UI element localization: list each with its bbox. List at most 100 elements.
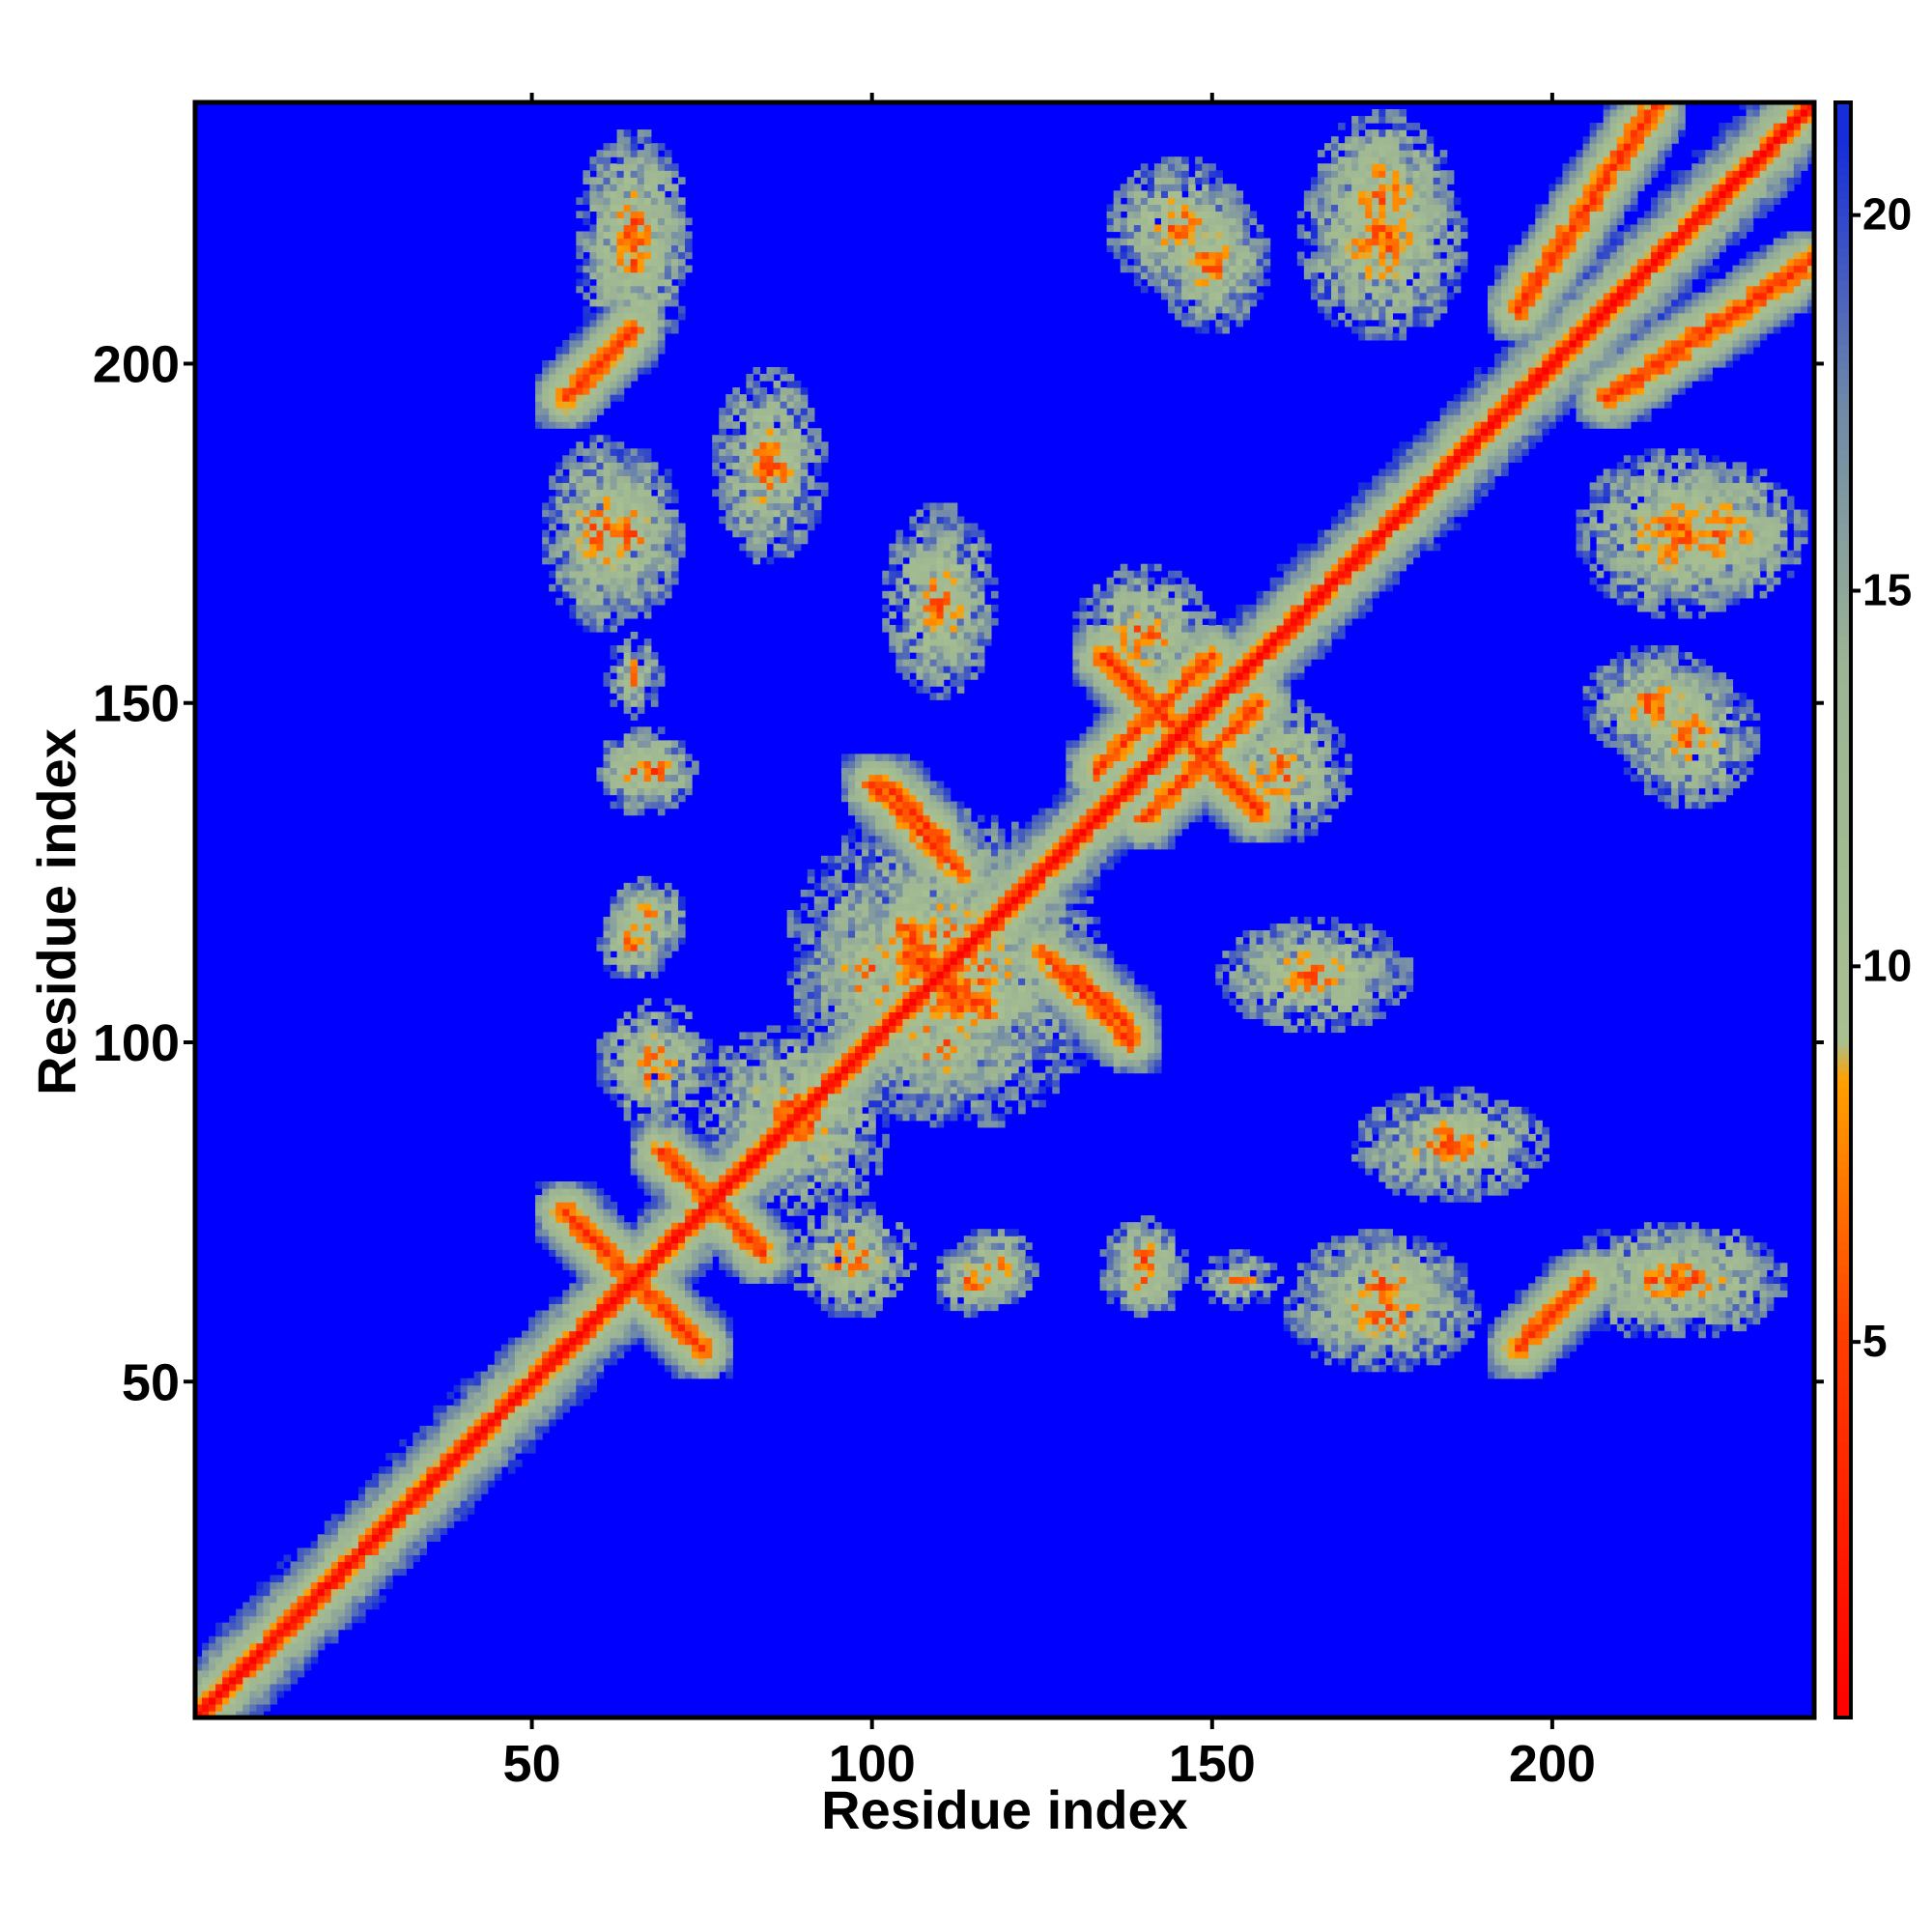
heatmap-cell (753, 1222, 761, 1230)
heatmap-cell (698, 1160, 706, 1169)
heatmap-cell (820, 1059, 829, 1067)
heatmap-cell (637, 136, 645, 144)
heatmap-cell (834, 1242, 842, 1250)
heatmap-cell (643, 305, 652, 314)
heatmap-cell (685, 1310, 693, 1319)
heatmap-cell (610, 387, 618, 395)
heatmap-cell (855, 1215, 863, 1223)
heatmap-cell (542, 1317, 550, 1325)
heatmap-cell (868, 957, 876, 965)
heatmap-cell (630, 937, 639, 945)
heatmap-cell (610, 1242, 618, 1250)
heatmap-cell (670, 1120, 679, 1128)
heatmap-cell (603, 1283, 611, 1292)
heatmap-cell (875, 991, 883, 999)
heatmap-cell (848, 1195, 856, 1203)
heatmap-cell (576, 577, 583, 585)
heatmap-cell (807, 957, 815, 965)
heatmap-cell (705, 1215, 713, 1223)
heatmap-cell (535, 1181, 543, 1189)
heatmap-cell (616, 197, 625, 205)
heatmap-cell (610, 359, 618, 368)
heatmap-cell (643, 1249, 652, 1257)
heatmap-cell (875, 944, 883, 952)
heatmap-cell (555, 1310, 563, 1319)
heatmap-cell (719, 489, 726, 497)
heatmap-cell (582, 1296, 591, 1305)
heatmap-cell (807, 496, 815, 504)
heatmap-cell (834, 951, 842, 958)
heatmap-cell (657, 1106, 666, 1115)
heatmap-cell (670, 326, 679, 334)
heatmap-cell (834, 1269, 842, 1277)
heatmap-cell (576, 1317, 583, 1325)
heatmap-cell (719, 1215, 726, 1223)
heatmap-cell (616, 666, 625, 673)
heatmap-cell (514, 1391, 523, 1400)
heatmap-cell (562, 1242, 570, 1250)
heatmap-cell (746, 543, 754, 552)
heatmap-cell (610, 1229, 618, 1236)
heatmap-cell (623, 1099, 632, 1108)
heatmap-cell (732, 1153, 740, 1162)
heatmap-cell (610, 1045, 618, 1054)
heatmap-cell (692, 1310, 699, 1319)
heatmap-cell (820, 482, 829, 491)
heatmap-cell (753, 1208, 761, 1216)
heatmap-cell (827, 1147, 836, 1155)
heatmap-cell (589, 271, 598, 280)
heatmap-cell (535, 1229, 543, 1236)
heatmap-cell (637, 271, 645, 280)
heatmap-cell (773, 1242, 781, 1250)
heatmap-cell (330, 1520, 339, 1528)
heatmap-cell (712, 1181, 720, 1189)
heatmap-cell (889, 1236, 896, 1243)
heatmap-cell (732, 1065, 740, 1074)
heatmap-cell (630, 1133, 639, 1142)
heatmap-cell (657, 1256, 666, 1264)
heatmap-cell (256, 1629, 265, 1637)
heatmap-cell (270, 1669, 278, 1678)
heatmap-cell (542, 556, 550, 565)
heatmap-cell (827, 1079, 836, 1088)
heatmap-cell (834, 1072, 842, 1081)
heatmap-cell (630, 902, 639, 911)
heatmap-cell (882, 1263, 890, 1270)
heatmap-cell (535, 1236, 543, 1243)
heatmap-cell (657, 666, 666, 673)
heatmap-cell (630, 366, 639, 375)
heatmap-cell (712, 1126, 720, 1135)
heatmap-cell (862, 1290, 869, 1298)
heatmap-cell (827, 1153, 836, 1162)
heatmap-cell (698, 1310, 706, 1319)
heatmap-cell (793, 408, 802, 415)
heatmap-cell (746, 428, 754, 436)
heatmap-cell (637, 781, 645, 789)
heatmap-cell (773, 1269, 781, 1277)
heatmap-cell (862, 1065, 869, 1074)
heatmap-cell (270, 1575, 278, 1583)
heatmap-cell (664, 1337, 672, 1346)
heatmap-cell (555, 1398, 563, 1406)
heatmap-cell (800, 1120, 809, 1128)
heatmap-cell (603, 448, 611, 456)
heatmap-cell (793, 930, 802, 938)
heatmap-cell (623, 319, 632, 327)
heatmap-cell (426, 1432, 435, 1440)
heatmap-cell (616, 1269, 625, 1277)
heatmap-cell (862, 1025, 869, 1034)
heatmap-cell (746, 448, 754, 456)
heatmap-cell (426, 1487, 435, 1494)
heatmap-cell (344, 1588, 353, 1597)
heatmap-cell (773, 462, 781, 469)
heatmap-cell (773, 1099, 781, 1108)
heatmap-cell (875, 801, 883, 810)
heatmap-cell (487, 1384, 496, 1393)
heatmap-cell (263, 1588, 271, 1597)
heatmap-cell (882, 1011, 890, 1020)
heatmap-cell (582, 523, 591, 531)
heatmap-cell (589, 1290, 598, 1298)
heatmap-cell (719, 1344, 726, 1352)
heatmap-cell (813, 1160, 822, 1169)
heatmap-cell (800, 1249, 809, 1257)
